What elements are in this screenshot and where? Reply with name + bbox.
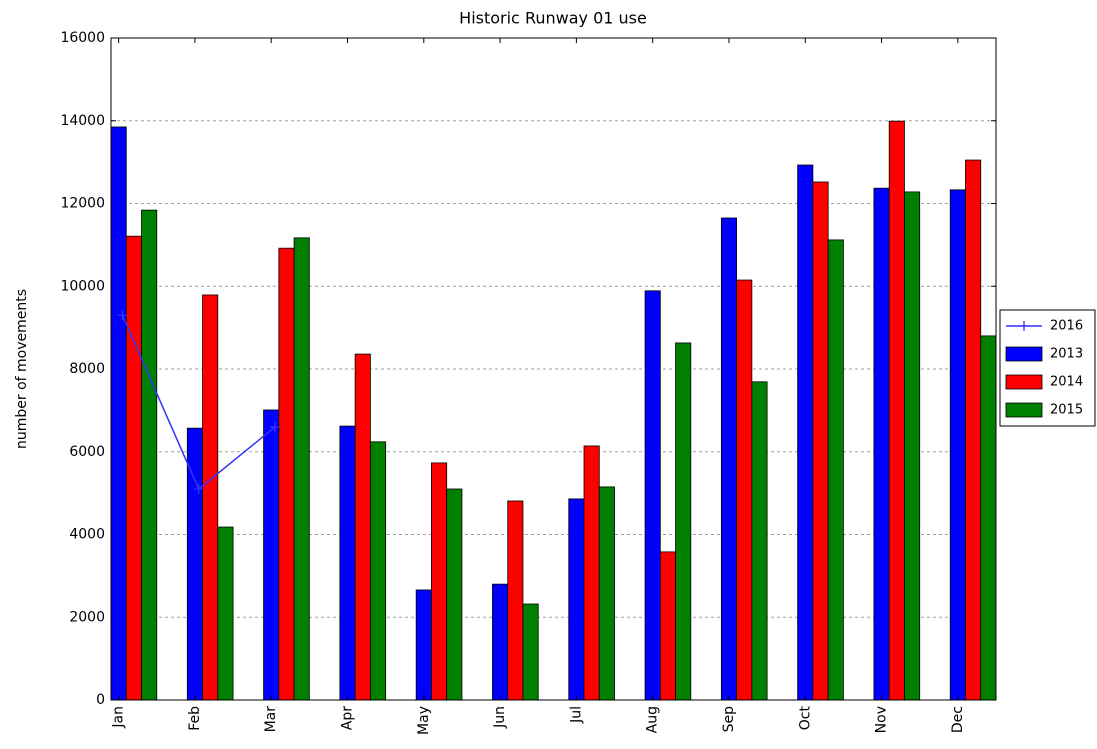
y-tick-label: 12000	[60, 196, 105, 212]
bar	[522, 603, 539, 701]
bar	[904, 191, 921, 701]
bar	[369, 441, 387, 701]
y-tick-label: 8000	[69, 361, 105, 377]
bar	[888, 120, 905, 701]
bar	[293, 237, 310, 701]
bar	[675, 342, 692, 701]
x-tick-label: Jan	[111, 706, 127, 729]
y-tick-label: 10000	[60, 278, 105, 294]
bar	[217, 526, 234, 701]
bar	[873, 187, 890, 701]
bar	[797, 164, 814, 701]
bar	[263, 409, 280, 701]
bar	[583, 445, 600, 701]
bar	[827, 239, 844, 701]
bar	[720, 217, 738, 701]
legend-marker	[1019, 321, 1029, 331]
legend-label: 2014	[1050, 375, 1083, 390]
bar	[278, 247, 295, 701]
y-tick-label: 2000	[69, 609, 105, 625]
bar	[431, 462, 448, 701]
y-axis-label: number of movements	[14, 289, 30, 449]
bar	[644, 290, 661, 701]
y-tick-label: 0	[96, 692, 105, 708]
x-tick-label: Sep	[721, 706, 737, 733]
bar	[507, 500, 524, 701]
x-tick-label: Mar	[263, 706, 279, 733]
plot-frame	[110, 37, 997, 701]
x-tick-label: Oct	[797, 706, 813, 731]
legend-swatch	[1005, 346, 1043, 362]
bar	[736, 279, 753, 701]
x-tick-label: Apr	[340, 706, 356, 730]
x-tick-label: Nov	[874, 706, 890, 733]
bar	[659, 551, 676, 701]
legend-swatch	[1005, 374, 1043, 390]
bar	[141, 209, 158, 701]
bar	[446, 488, 463, 701]
bar	[568, 498, 585, 701]
bar	[354, 353, 371, 701]
legend-swatch	[1005, 402, 1043, 418]
x-tick-label: Jul	[568, 706, 584, 724]
marker	[193, 483, 204, 494]
legend-label: 2015	[1050, 403, 1083, 418]
x-tick-label: Jun	[492, 706, 508, 729]
y-tick-label: 14000	[60, 113, 105, 129]
marker	[270, 421, 281, 432]
marker	[117, 310, 128, 321]
bar	[965, 159, 982, 701]
legend-label: 2016	[1050, 319, 1083, 334]
bar	[492, 583, 509, 701]
bar	[339, 425, 356, 701]
bar	[125, 235, 142, 701]
bar	[598, 486, 615, 701]
legend-label: 2013	[1050, 347, 1083, 362]
x-tick-label: Dec	[950, 706, 966, 733]
chart-title: Historic Runway 01 use	[459, 9, 647, 28]
legend: 2016 2013 2014 2015	[999, 309, 1096, 427]
y-tick-label: 6000	[69, 444, 105, 460]
bar	[415, 589, 432, 701]
bar	[812, 181, 829, 701]
x-tick-label: Feb	[187, 706, 203, 731]
x-tick-label: May	[416, 706, 432, 735]
y-tick-label: 16000	[60, 30, 105, 46]
x-tick-label: Aug	[645, 706, 661, 733]
bar	[202, 294, 219, 701]
bar	[980, 335, 997, 701]
y-tick-label: 4000	[69, 527, 105, 543]
bar	[110, 126, 127, 701]
bar	[949, 189, 966, 701]
bar	[751, 381, 768, 701]
